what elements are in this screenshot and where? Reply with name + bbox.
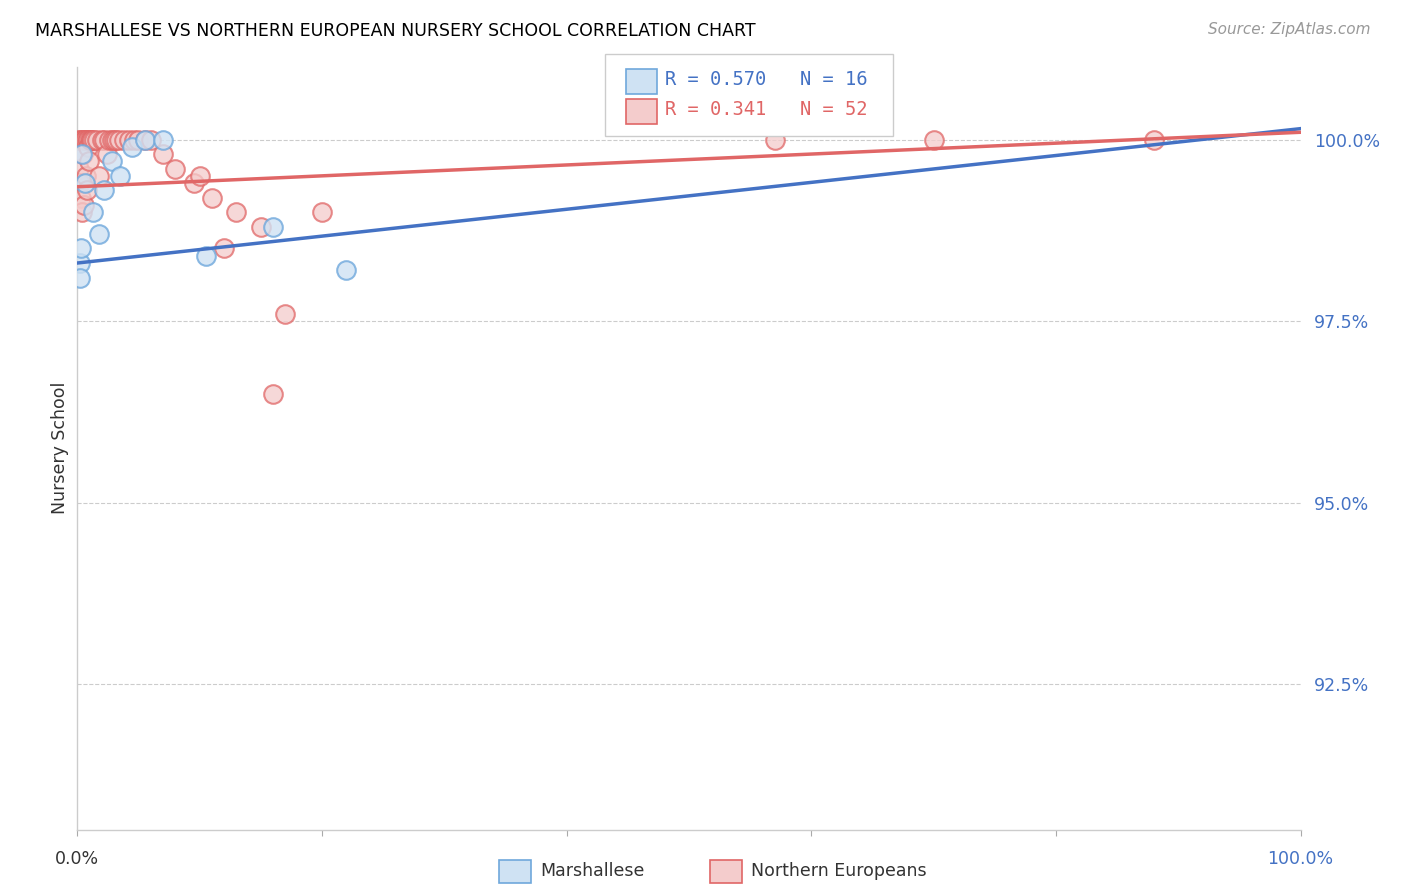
Point bbox=[134, 132, 156, 146]
Point bbox=[262, 386, 284, 401]
Point bbox=[76, 132, 98, 146]
Point bbox=[67, 132, 90, 146]
Text: R = 0.341   N = 52: R = 0.341 N = 52 bbox=[665, 100, 868, 120]
Point bbox=[152, 132, 174, 146]
Point bbox=[75, 169, 97, 183]
Point bbox=[134, 132, 156, 146]
Point bbox=[183, 176, 205, 190]
Point bbox=[93, 183, 115, 197]
Point bbox=[98, 132, 121, 146]
Point bbox=[69, 176, 91, 190]
Point bbox=[100, 132, 122, 146]
Point bbox=[69, 270, 91, 285]
Point bbox=[108, 169, 131, 183]
Point bbox=[103, 132, 125, 146]
Point bbox=[763, 132, 786, 146]
Point bbox=[112, 132, 135, 146]
Point bbox=[122, 132, 145, 146]
Point bbox=[225, 205, 247, 219]
Point bbox=[152, 147, 174, 161]
Text: Marshallese: Marshallese bbox=[540, 863, 644, 880]
Text: Northern Europeans: Northern Europeans bbox=[751, 863, 927, 880]
Point bbox=[76, 183, 98, 197]
Point bbox=[165, 161, 187, 176]
Point bbox=[83, 132, 105, 146]
Point bbox=[121, 140, 143, 154]
Point bbox=[73, 176, 96, 190]
Point bbox=[72, 147, 94, 161]
Point bbox=[89, 169, 111, 183]
Point bbox=[212, 242, 235, 256]
Point bbox=[922, 132, 945, 146]
Point bbox=[73, 132, 96, 146]
Point bbox=[96, 147, 118, 161]
Point bbox=[70, 147, 93, 161]
Text: 0.0%: 0.0% bbox=[55, 850, 100, 868]
Point bbox=[93, 132, 115, 146]
Point bbox=[262, 219, 284, 234]
Point bbox=[250, 219, 273, 234]
Point bbox=[201, 191, 224, 205]
Point bbox=[80, 132, 103, 146]
Text: Source: ZipAtlas.com: Source: ZipAtlas.com bbox=[1208, 22, 1371, 37]
Point bbox=[100, 154, 122, 169]
Point bbox=[77, 140, 100, 154]
Point bbox=[108, 132, 131, 146]
Point bbox=[105, 132, 128, 146]
Text: 100.0%: 100.0% bbox=[1267, 850, 1334, 868]
Y-axis label: Nursery School: Nursery School bbox=[51, 382, 69, 515]
Point bbox=[194, 249, 217, 263]
Point bbox=[72, 132, 94, 146]
Point bbox=[69, 256, 91, 270]
Point bbox=[90, 132, 112, 146]
Point bbox=[77, 154, 100, 169]
Point bbox=[69, 132, 91, 146]
Point bbox=[79, 132, 101, 146]
Point bbox=[335, 263, 357, 277]
Point bbox=[73, 198, 96, 212]
Text: MARSHALLESE VS NORTHERN EUROPEAN NURSERY SCHOOL CORRELATION CHART: MARSHALLESE VS NORTHERN EUROPEAN NURSERY… bbox=[35, 22, 756, 40]
Point bbox=[76, 132, 98, 146]
Point bbox=[311, 205, 333, 219]
Point bbox=[274, 307, 297, 321]
Point bbox=[82, 205, 104, 219]
Point bbox=[70, 191, 93, 205]
Point bbox=[1143, 132, 1166, 146]
Point bbox=[80, 132, 103, 146]
Point bbox=[139, 132, 162, 146]
Point bbox=[118, 132, 141, 146]
Point bbox=[89, 227, 111, 241]
Point bbox=[70, 132, 93, 146]
Point bbox=[70, 242, 93, 256]
Point bbox=[75, 132, 97, 146]
Point bbox=[86, 132, 108, 146]
Text: R = 0.570   N = 16: R = 0.570 N = 16 bbox=[665, 70, 868, 89]
Point bbox=[188, 169, 211, 183]
Point bbox=[67, 161, 90, 176]
Point bbox=[70, 205, 93, 219]
Point bbox=[127, 132, 149, 146]
